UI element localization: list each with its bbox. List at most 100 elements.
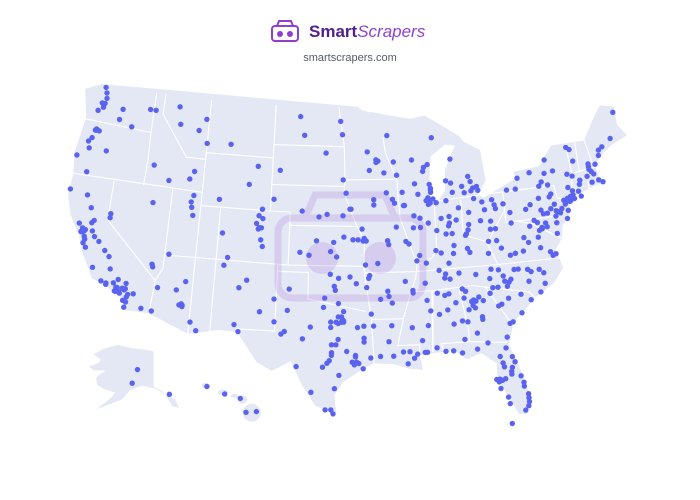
location-dot [323,150,329,156]
location-dot [359,226,365,232]
location-dot [518,373,524,379]
location-dot [91,233,98,240]
state-border [338,106,375,364]
location-dot [348,206,354,212]
location-dot [541,270,547,276]
state-border [273,144,345,148]
location-dot [320,304,327,311]
location-dot [442,178,449,184]
brand-italic: Scrapers [357,22,426,41]
location-dot [129,124,135,130]
location-dot [335,300,342,307]
location-dot [328,350,335,356]
location-dot [521,383,528,389]
location-dot [402,278,408,285]
location-dot [411,213,417,219]
location-dot [183,278,189,285]
location-dot [438,250,444,256]
location-dot [191,192,197,199]
state-border [200,205,271,212]
state-border [164,254,365,267]
location-dot [521,234,527,241]
location-dot [130,291,136,297]
location-dot [407,349,413,355]
location-dot [521,379,527,385]
location-dot [525,239,532,246]
location-dot [299,336,306,342]
location-dot [401,202,408,209]
location-dot [74,152,80,158]
location-dot [107,266,113,272]
location-dot [610,109,616,116]
location-dot [481,207,488,213]
state-border [277,270,309,274]
location-dot [110,280,117,286]
location-dot [589,179,595,185]
location-dot [499,377,506,383]
location-dot [564,215,571,222]
location-dot [442,275,448,281]
location-dot [576,181,583,187]
state-border [515,220,563,239]
location-dot [449,189,455,195]
location-dot [488,266,494,272]
location-dot [328,324,334,331]
location-dot [470,195,477,202]
location-dot [523,206,529,212]
location-dot [527,223,533,229]
location-dot [166,251,172,257]
location-dot [340,318,347,324]
location-dot [410,287,416,294]
location-dot [79,225,86,231]
location-dot [565,184,571,191]
location-dot [313,238,320,244]
location-dot [368,311,374,317]
location-dot [461,190,467,196]
location-dot [436,267,442,274]
location-dot [536,183,542,189]
location-dot [284,307,290,314]
location-dot [338,118,344,125]
logo-strap [276,20,294,27]
logo-body [271,25,299,42]
location-dot [102,247,108,254]
location-dot [271,196,277,202]
location-dot [519,310,525,316]
location-dot [389,323,395,329]
location-dot [85,138,92,144]
location-dot [373,159,379,166]
location-dot [308,389,314,395]
location-dot [204,140,210,147]
location-dot [103,84,109,91]
location-dot [91,217,97,224]
location-dot [99,100,106,106]
location-dot [553,208,559,214]
state-border [83,117,152,134]
location-dot [433,247,439,254]
location-dot [492,205,499,212]
location-dot [335,275,342,281]
location-dot [255,226,261,232]
location-dot [541,157,547,163]
location-dot [377,353,384,360]
location-dot [564,171,570,177]
location-dot [360,366,366,372]
location-dot [81,233,87,239]
watermark-lens [306,242,338,274]
location-dot [459,183,465,189]
location-dot [442,292,448,299]
location-dot [449,230,455,237]
location-dot [480,316,486,322]
location-dot [246,181,252,188]
location-dot [453,217,459,223]
location-dot [549,168,556,174]
location-dot [465,319,471,325]
location-dot [123,280,129,287]
location-dot [548,206,554,212]
location-dot [472,305,479,311]
location-dot [129,380,135,386]
location-dot [336,372,342,379]
location-dot [569,173,575,179]
